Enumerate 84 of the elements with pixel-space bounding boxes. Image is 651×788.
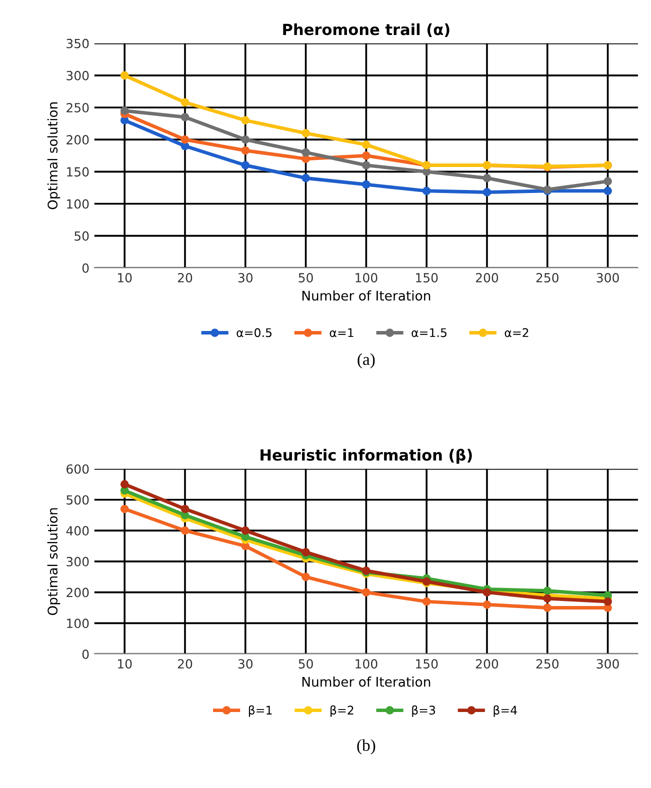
y-tick-label: 100 — [67, 618, 89, 628]
x-tick-label: 50 — [298, 659, 313, 669]
point — [543, 594, 552, 603]
chart-title: Pheromone trail (α) — [283, 23, 450, 38]
y-axis-title: Optimal solution — [47, 508, 60, 616]
point — [302, 548, 310, 556]
legend-label: α=1 — [330, 328, 354, 338]
point — [302, 572, 310, 582]
point — [180, 526, 190, 535]
x-tick-label: 20 — [178, 659, 192, 669]
x-tick-label: 300 — [596, 659, 619, 669]
x-tick-label: 50 — [298, 273, 313, 282]
y-tick-label: 100 — [67, 199, 89, 209]
point — [482, 600, 492, 609]
legend-label: β=4 — [494, 705, 517, 717]
point — [362, 161, 370, 170]
x-tick-label: 100 — [356, 659, 378, 669]
x-tick-label: 20 — [178, 273, 192, 282]
legend-label: α=1.5 — [412, 328, 446, 338]
point — [543, 604, 552, 612]
point — [241, 135, 250, 144]
point — [120, 480, 129, 488]
x-axis-title: Number of Iteration — [302, 676, 430, 687]
point — [120, 71, 129, 80]
y-tick-label: 150 — [67, 167, 89, 177]
x-tick-label: 30 — [238, 659, 253, 669]
legend-label: α=2 — [504, 328, 528, 338]
point — [604, 177, 612, 186]
point — [302, 148, 310, 157]
x-tick-label: 100 — [356, 273, 378, 282]
y-tick-label: 300 — [66, 556, 89, 566]
point — [604, 597, 612, 606]
point — [422, 186, 431, 196]
point — [362, 588, 370, 596]
point — [120, 106, 129, 115]
point — [180, 98, 190, 107]
x-tick-label: 150 — [416, 273, 438, 282]
point — [180, 504, 190, 514]
y-tick-label: 0 — [82, 263, 89, 273]
x-tick-label: 250 — [536, 659, 558, 669]
y-tick-label: 300 — [66, 70, 89, 80]
point — [362, 151, 370, 160]
y-tick-label: 200 — [66, 135, 89, 145]
point — [422, 597, 431, 606]
point — [482, 188, 492, 196]
point — [543, 586, 552, 595]
point — [120, 504, 129, 514]
legend-label: α=0.5 — [236, 328, 272, 338]
point — [241, 526, 250, 535]
point — [180, 112, 190, 122]
legend-label: β=1 — [248, 705, 272, 717]
x-tick-label: 300 — [596, 273, 619, 282]
text: (a) — [358, 353, 375, 368]
y-axis-title: Optimal solution — [47, 102, 60, 210]
y-tick-label: 0 — [82, 650, 89, 659]
point — [604, 186, 612, 196]
point — [482, 174, 492, 182]
y-tick-label: 200 — [66, 588, 89, 598]
y-tick-label: 600 — [66, 464, 89, 474]
point — [241, 116, 250, 125]
x-tick-label: 250 — [536, 273, 558, 282]
x-tick-label: 150 — [416, 659, 438, 669]
y-tick-label: 400 — [66, 526, 89, 536]
point — [302, 129, 310, 138]
point — [362, 180, 370, 189]
y-tick-label: 350 — [66, 38, 89, 48]
x-tick-label: 200 — [476, 273, 498, 282]
x-axis-title: Number of Iteration — [302, 290, 430, 301]
x-tick-label: 30 — [238, 273, 253, 282]
y-tick-label: 50 — [74, 231, 89, 241]
y-tick-label: 500 — [66, 495, 89, 505]
point — [362, 140, 370, 149]
point — [241, 161, 250, 170]
text: (b) — [357, 739, 376, 754]
point — [241, 146, 250, 155]
x-tick-label: 10 — [118, 659, 132, 669]
legend-label: β=3 — [412, 705, 436, 717]
x-tick-label: 10 — [118, 273, 132, 282]
point — [180, 135, 190, 144]
chart-title: Heuristic information (β) — [260, 448, 472, 464]
x-tick-label: 200 — [476, 659, 498, 669]
y-tick-label: 250 — [66, 102, 89, 112]
point — [302, 174, 310, 182]
legend-label: β=2 — [330, 705, 354, 717]
